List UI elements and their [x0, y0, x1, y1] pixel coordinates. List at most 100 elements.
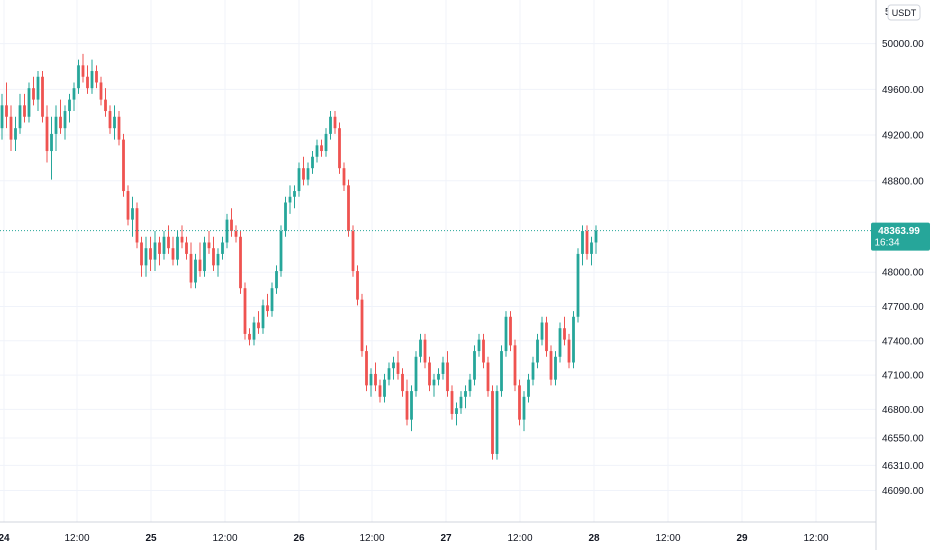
candle-down [567, 333, 571, 369]
candle-up [455, 402, 458, 426]
candle-body [315, 145, 319, 157]
price-axis[interactable]: 50000.00 49600.00 49200.00 48800.00 48000.00… [882, 39, 924, 497]
candle-down [45, 105, 49, 163]
candle-up [113, 105, 116, 140]
candle-down [212, 236, 215, 272]
candle-body [167, 236, 170, 249]
candle-up [153, 231, 157, 272]
candle-down [360, 293, 364, 357]
candle-body [122, 139, 125, 192]
time-axis[interactable]: 24 12:00 25 12:00 26 12:00 27 12:00 28 12:00 29 12:… [0, 533, 829, 544]
candle-body [230, 219, 233, 232]
candle-up [311, 151, 314, 174]
candle-up [329, 111, 332, 140]
candle-body [396, 362, 400, 374]
candle-body [594, 230, 598, 243]
candle-body [374, 373, 377, 386]
candle-up [387, 362, 391, 386]
candle-body [392, 362, 395, 369]
candle-up [590, 236, 593, 266]
currency-badge[interactable]: USDT [887, 4, 921, 21]
last-price-box [871, 222, 930, 251]
candle-up [500, 345, 503, 397]
price-tick-label: 48000.00 [882, 268, 924, 279]
candle-up [50, 116, 53, 180]
candle-down [446, 351, 449, 397]
candle-up [315, 139, 319, 163]
candle-down [198, 242, 202, 277]
candle-down [149, 236, 152, 272]
candle-body [41, 76, 44, 117]
candle-down [32, 76, 35, 106]
candle-body [567, 339, 571, 363]
price-tick-label: 49600.00 [882, 85, 924, 96]
candle-down [302, 156, 305, 186]
candle-body [77, 65, 80, 89]
candle-body [378, 385, 382, 397]
candle-body [468, 379, 472, 392]
candle-body [500, 351, 503, 392]
candle-body [464, 391, 467, 397]
candle-body [531, 362, 535, 380]
candle-up [275, 265, 278, 294]
candle-body [270, 288, 274, 312]
candle-up [252, 316, 256, 346]
candle-body [576, 253, 580, 317]
candle-body [176, 236, 179, 260]
candle-body [446, 362, 449, 392]
candle-body [405, 391, 409, 420]
candle-body [32, 88, 35, 100]
candle-up [432, 373, 436, 397]
time-tick-label: 27 [440, 533, 452, 544]
candle-up [54, 105, 58, 152]
candle-down [171, 236, 175, 266]
candle-body [158, 242, 161, 254]
last-price-label: 48363.99 [878, 226, 920, 237]
candle-up [279, 225, 283, 277]
candle-down [239, 231, 242, 294]
price-tick-label: 47400.00 [882, 336, 924, 347]
candle-body [117, 116, 121, 140]
candle-body [450, 391, 454, 414]
candle-up [576, 248, 580, 323]
candle-up [68, 93, 71, 123]
candle-up [77, 59, 80, 94]
candle-down [104, 88, 107, 117]
price-tick-label: 46310.00 [882, 461, 924, 472]
price-tick-label: 47700.00 [882, 302, 924, 313]
candle-down [167, 225, 170, 254]
candle-up [297, 162, 301, 197]
candle-down [491, 385, 494, 460]
candle-body [27, 88, 31, 117]
candle-down [158, 236, 161, 266]
candle-body [99, 82, 103, 100]
candle-body [527, 379, 530, 397]
candle-down [401, 368, 404, 397]
candle-up [144, 236, 148, 277]
candle-body [36, 76, 40, 100]
candle-body [153, 242, 157, 260]
time-tick-label: 12:00 [507, 533, 532, 544]
candle-body [266, 305, 269, 312]
candle-body [482, 339, 485, 363]
candle-body [473, 351, 476, 380]
price-tick-label: 46800.00 [882, 405, 924, 416]
candle-body [212, 248, 215, 266]
candle-up [369, 368, 373, 397]
candle-down [450, 385, 454, 420]
candle-body [297, 168, 301, 192]
candle-body [239, 236, 242, 289]
candle-body [288, 196, 292, 203]
candle-body [104, 99, 107, 112]
candle-body [351, 231, 355, 272]
candle-body [135, 208, 139, 243]
candle-body [356, 271, 359, 300]
candle-down [342, 162, 346, 192]
candle-up [536, 333, 539, 369]
candle-up [527, 373, 530, 403]
candle-body [513, 345, 517, 386]
candle-up [504, 311, 508, 357]
candle-body [338, 128, 341, 169]
